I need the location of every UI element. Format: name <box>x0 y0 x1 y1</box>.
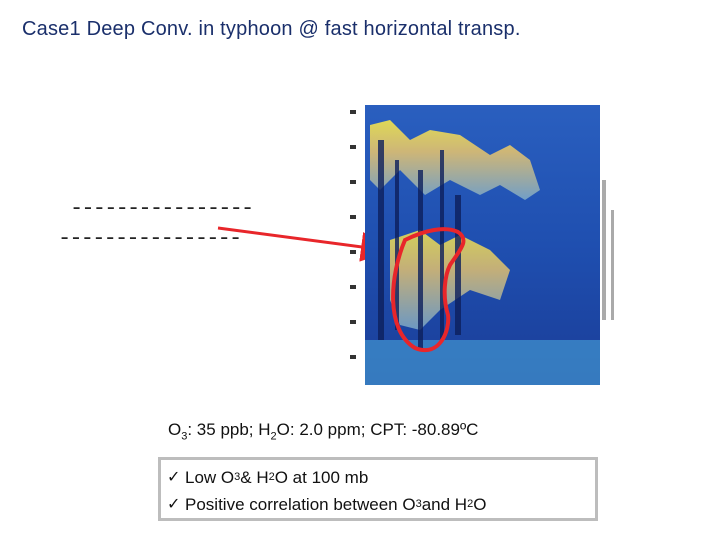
lidar-dark-streaks <box>378 140 461 350</box>
dashed-line-1: ---------------- <box>70 196 254 221</box>
page-title: Case1 Deep Conv. in typhoon @ fast horiz… <box>22 18 521 40</box>
check-icon: ✓ <box>167 496 181 513</box>
lidar-left-axis-ticks <box>350 110 356 359</box>
measurement-caption: O3: 35 ppb; H2O: 2.0 ppm; CPT: -80.89ºC <box>168 420 479 443</box>
lidar-image <box>350 105 614 385</box>
pointer-arrow <box>217 226 391 262</box>
highlight-outline <box>391 227 466 352</box>
lidar-surface-layer <box>365 340 600 385</box>
dashed-line-2: ---------------- <box>58 226 242 251</box>
check-icon: ✓ <box>167 469 181 486</box>
lidar-right-annotation <box>602 180 614 320</box>
lidar-cloud-top <box>370 120 540 200</box>
